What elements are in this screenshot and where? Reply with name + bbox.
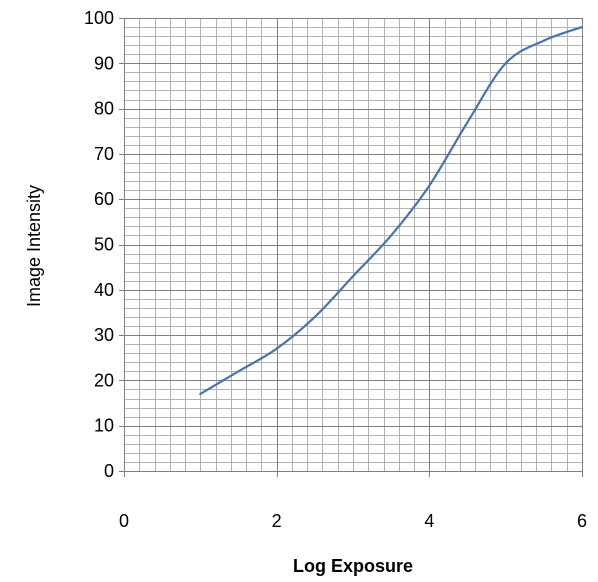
y-tick-label: 100 [84,8,114,28]
y-tick-label: 40 [94,280,114,300]
axes [119,18,583,477]
y-tick-label: 70 [94,144,114,164]
major-gridlines [124,18,583,472]
y-tick-label: 60 [94,189,114,209]
minor-gridlines [124,18,583,472]
x-tick-label: 6 [577,511,587,531]
y-tick-label: 0 [104,461,114,481]
y-tick-label: 10 [94,416,114,436]
x-axis-title: Log Exposure [293,556,413,576]
y-tick-label: 20 [94,370,114,390]
x-tick-labels: 0 2 4 6 [119,511,587,531]
y-axis-title: Image Intensity [24,185,44,307]
y-tick-label: 30 [94,325,114,345]
x-tick-label: 0 [119,511,129,531]
x-tick-label: 2 [272,511,282,531]
y-tick-label: 50 [94,235,114,255]
y-tick-label: 90 [94,53,114,73]
y-tick-label: 80 [94,99,114,119]
series-layer [199,25,584,396]
x-tick-label: 4 [424,511,434,531]
series-line [199,25,584,396]
y-tick-labels: 0 10 20 30 40 50 60 70 80 90 100 [84,8,114,481]
